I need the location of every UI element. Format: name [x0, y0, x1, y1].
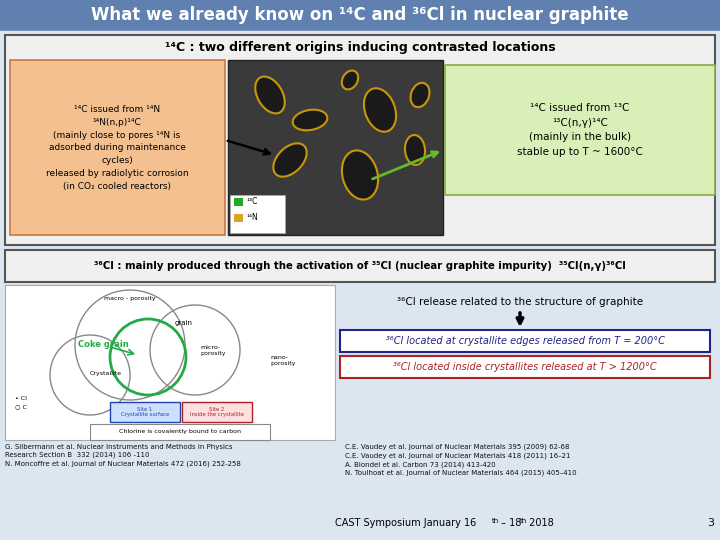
Text: 3: 3 [707, 518, 714, 528]
Bar [110, 402, 180, 422]
Ellipse shape [364, 88, 396, 132]
Bar [0, 0, 720, 30]
Text: ¹⁴C issued from ¹³C
¹³C(n,γ)¹⁴C
(mainly in the bulk)
stable up to T ~ 1600°C: ¹⁴C issued from ¹³C ¹³C(n,γ)¹⁴C (mainly … [517, 103, 643, 157]
Bar [340, 330, 710, 352]
Text: – 18: – 18 [498, 518, 521, 528]
Bar [340, 356, 710, 378]
Text: th: th [492, 518, 499, 524]
Bar [182, 402, 252, 422]
Text: ¹⁴N: ¹⁴N [246, 213, 258, 222]
Text: ¹³C: ¹³C [246, 198, 257, 206]
Text: macro - porosity: macro - porosity [104, 296, 156, 301]
Bar [90, 424, 270, 440]
Text: micro-
porosity: micro- porosity [200, 345, 225, 356]
Text: ¹⁴C issued from ¹⁴N
¹⁴N(n,p)¹⁴C
(mainly close to pores ¹⁴N is
adsorbed during ma: ¹⁴C issued from ¹⁴N ¹⁴N(n,p)¹⁴C (mainly … [45, 105, 189, 191]
Text: ○ C: ○ C [15, 404, 27, 409]
Bar [5, 285, 335, 440]
Text: ³⁶Cl : mainly produced through the activation of ³⁵Cl (nuclear graphite impurity: ³⁶Cl : mainly produced through the activ… [94, 261, 626, 271]
Text: nano-
porosity: nano- porosity [270, 355, 295, 366]
Ellipse shape [274, 143, 307, 177]
Text: Site 2
Inside the crystallite: Site 2 Inside the crystallite [190, 407, 244, 417]
Text: 2018: 2018 [526, 518, 554, 528]
Bar [445, 65, 715, 195]
Text: Coke grain: Coke grain [78, 340, 129, 349]
Bar [5, 250, 715, 282]
Ellipse shape [342, 151, 378, 200]
Text: G. Silbermann et al. Nuclear Instruments and Methods in Physics
Research Section: G. Silbermann et al. Nuclear Instruments… [5, 444, 241, 467]
Text: C.E. Vaudey et al. Journal of Nuclear Materials 395 (2009) 62-68
C.E. Vaudey et : C.E. Vaudey et al. Journal of Nuclear Ma… [345, 444, 577, 476]
Bar [228, 60, 443, 235]
Text: What we already know on ¹⁴C and ³⁶Cl in nuclear graphite: What we already know on ¹⁴C and ³⁶Cl in … [91, 6, 629, 24]
Bar [5, 35, 715, 245]
Text: • Cl: • Cl [15, 396, 27, 401]
Ellipse shape [292, 110, 328, 130]
Text: ³⁶Cl located inside crystallites released at T > 1200°C: ³⁶Cl located inside crystallites release… [393, 362, 657, 372]
Ellipse shape [256, 77, 284, 113]
Text: grain: grain [175, 320, 193, 326]
Ellipse shape [410, 83, 429, 107]
Text: ³⁶Cl located at crystallite edges released from T = 200°C: ³⁶Cl located at crystallite edges releas… [386, 336, 665, 346]
Bar [234, 214, 243, 222]
Text: Chlorine is covalently bound to carbon: Chlorine is covalently bound to carbon [119, 429, 241, 435]
Bar [10, 60, 225, 235]
Bar [234, 198, 243, 206]
Text: th: th [520, 518, 527, 524]
Text: Site 1
Crystallite surface: Site 1 Crystallite surface [121, 407, 169, 417]
Ellipse shape [405, 135, 425, 165]
Text: CAST Symposium January 16: CAST Symposium January 16 [335, 518, 476, 528]
Text: ³⁶Cl release related to the structure of graphite: ³⁶Cl release related to the structure of… [397, 297, 643, 307]
Ellipse shape [342, 71, 358, 90]
Text: Crystallite: Crystallite [90, 371, 122, 376]
Text: ¹⁴C : two different origins inducing contrasted locations: ¹⁴C : two different origins inducing con… [165, 42, 555, 55]
Bar [230, 195, 285, 233]
